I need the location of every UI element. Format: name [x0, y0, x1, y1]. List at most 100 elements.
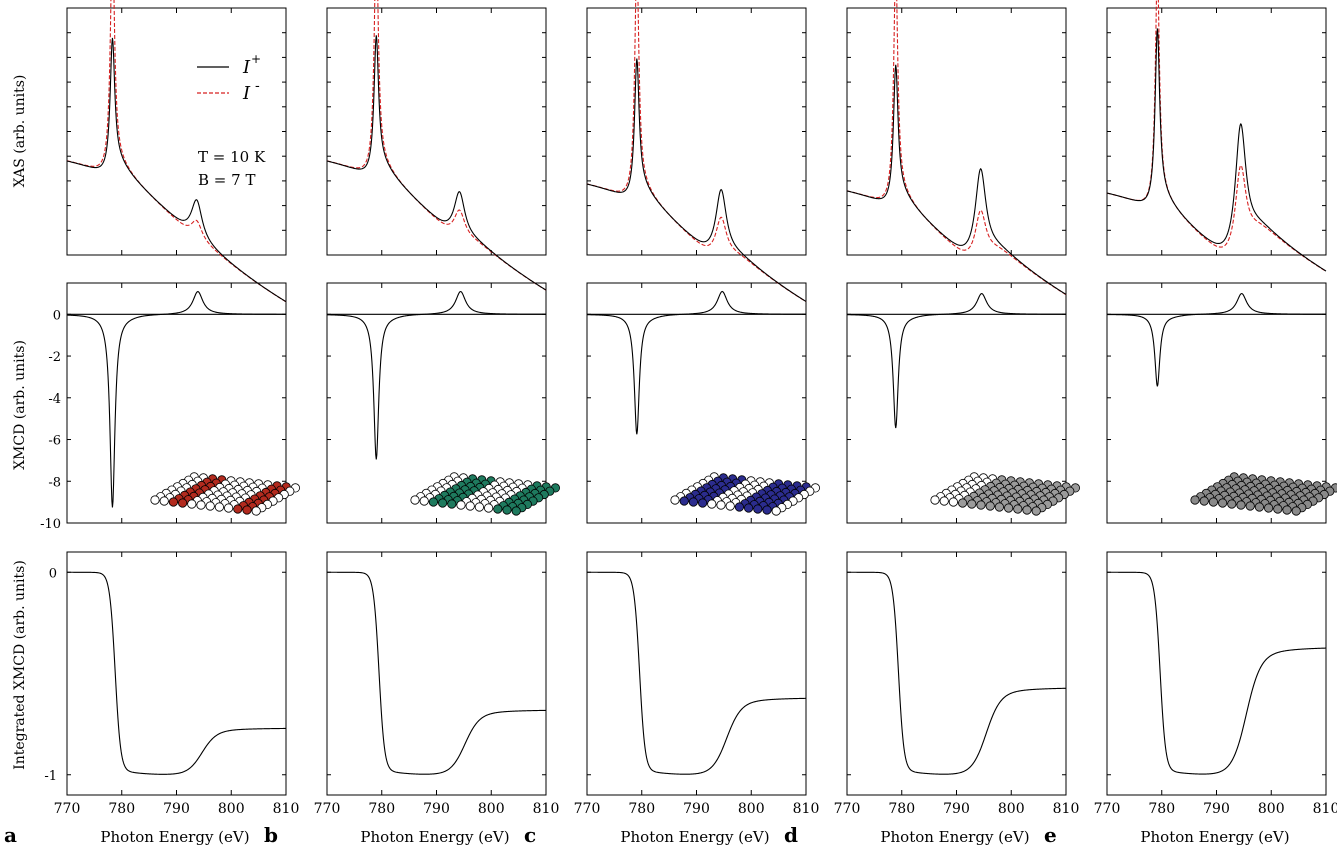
- xtick-label: 800: [738, 801, 765, 817]
- lattice-atom: [447, 499, 457, 509]
- lattice-atom: [456, 500, 466, 510]
- xmcd-series: [586, 290, 806, 435]
- xtick-label: 810: [793, 801, 820, 817]
- xmcd-series: [326, 290, 547, 460]
- atom-lattice: [410, 472, 561, 516]
- lattice-atom: [1282, 505, 1292, 515]
- legend-label-minus: I: [242, 83, 251, 104]
- lattice-atom: [1264, 503, 1274, 513]
- integrated-series: [847, 571, 1067, 775]
- int-ytick-label: -1: [44, 769, 57, 784]
- lattice-atom: [502, 505, 512, 515]
- xtick-label: 770: [314, 801, 341, 817]
- xas-series-plus: [1106, 28, 1327, 272]
- lattice-atom: [1245, 501, 1255, 511]
- xlabel: Photon Energy (eV): [1140, 828, 1289, 846]
- lattice-atom: [734, 502, 745, 512]
- lattice-atom: [948, 497, 959, 507]
- xmcd-ytick-label: -6: [48, 434, 61, 449]
- integrated-series: [327, 571, 546, 775]
- lattice-atom: [205, 501, 215, 511]
- panel-e: 770 780 790 800 810 Photon Energy (eV) e: [1044, 0, 1337, 847]
- lattice-atom: [697, 498, 708, 508]
- panel-letter: d: [784, 823, 798, 847]
- atom-lattice: [150, 472, 300, 516]
- xmcd-ytick-label: 0: [53, 308, 61, 323]
- xtick-label: 790: [1203, 801, 1230, 817]
- lattice-atom: [1208, 497, 1219, 507]
- lattice-atom: [437, 498, 448, 508]
- xlabel: Photon Energy (eV): [100, 828, 249, 846]
- panel-b: 770 780 790 800 810 Photon Energy (eV) b: [264, 0, 561, 847]
- xmcd-series: [66, 291, 287, 508]
- lattice-atom: [1227, 499, 1237, 509]
- lattice-atom: [159, 496, 169, 506]
- lattice-atom: [707, 499, 717, 509]
- lattice-atom: [753, 504, 763, 514]
- xmcd-ylabel: XMCD (arb. units): [12, 340, 28, 470]
- lattice-atom: [688, 497, 699, 507]
- int-frame: [1106, 551, 1327, 796]
- lattice-atom: [976, 500, 986, 510]
- xas-series-minus: [586, 0, 807, 303]
- xtick-label: 780: [1148, 801, 1175, 817]
- xmcd-series: [846, 292, 1066, 429]
- lattice-atom: [1013, 504, 1023, 514]
- xlabel: Photon Energy (eV): [360, 828, 509, 846]
- integrated-series: [587, 571, 807, 775]
- lattice-atom: [716, 500, 726, 510]
- lattice-atom: [233, 504, 243, 514]
- xtick-label: 810: [1053, 801, 1080, 817]
- lattice-atom: [1254, 502, 1265, 512]
- int-frame: [846, 551, 1067, 796]
- int-frame: [66, 551, 287, 796]
- xas-series-plus: [586, 58, 807, 302]
- lattice-atom: [419, 496, 429, 506]
- lattice-atom: [428, 497, 438, 507]
- xtick-label: 780: [628, 801, 655, 817]
- lattice-atom: [930, 495, 940, 505]
- lattice-atom: [474, 502, 484, 512]
- atom-lattice: [1190, 472, 1337, 516]
- xmcd-ytick-label: -8: [48, 475, 61, 490]
- panel-a: 0 -2 -4 -6 -8 -10 0 -1 770 780 790 800 810 Photon Ene…: [4, 0, 300, 847]
- lattice-atom: [1190, 495, 1200, 505]
- xmcd-series: [1107, 292, 1326, 387]
- xtick-label: 780: [888, 801, 915, 817]
- lattice-atom: [957, 498, 968, 508]
- panels: 0 -2 -4 -6 -8 -10 0 -1 770 780 790 800 810 Photon Ene…: [4, 0, 1337, 847]
- xas-series-minus: [846, 0, 1067, 296]
- xas-frame: [846, 7, 1067, 256]
- integrated-series: [67, 571, 286, 775]
- xtick-label: 790: [683, 801, 710, 817]
- lattice-atom: [242, 505, 252, 515]
- xas-series-minus: [326, 0, 547, 291]
- lattice-atom: [1199, 496, 1209, 506]
- lattice-atom: [1022, 505, 1032, 515]
- panel-c: 770 780 790 800 810 Photon Energy (eV) c: [524, 0, 821, 847]
- lattice-atom: [224, 503, 234, 513]
- xtick-label: 770: [54, 801, 81, 817]
- xlabel: Photon Energy (eV): [880, 828, 1029, 846]
- lattice-atom: [1273, 504, 1283, 514]
- xtick-label: 790: [423, 801, 450, 817]
- lattice-atom: [985, 501, 995, 511]
- lattice-atom: [1291, 506, 1301, 516]
- xmcd-ytick-label: -2: [48, 350, 61, 365]
- int-frame: [586, 551, 807, 796]
- legend-label-plus: I: [242, 57, 251, 78]
- panel-letter: e: [1044, 823, 1057, 847]
- int-frame: [326, 551, 547, 796]
- lattice-atom: [493, 504, 503, 514]
- xtick-label: 800: [218, 801, 245, 817]
- xtick-label: 770: [1094, 801, 1121, 817]
- xas-frame: [1106, 7, 1327, 256]
- lattice-atom: [214, 502, 224, 512]
- lattice-atom: [187, 499, 197, 509]
- lattice-atom: [762, 505, 772, 515]
- lattice-atom: [967, 499, 977, 509]
- panel-letter: c: [524, 823, 536, 847]
- lattice-atom: [1031, 506, 1041, 516]
- xtick-label: 810: [273, 801, 300, 817]
- lattice-atom: [178, 498, 188, 508]
